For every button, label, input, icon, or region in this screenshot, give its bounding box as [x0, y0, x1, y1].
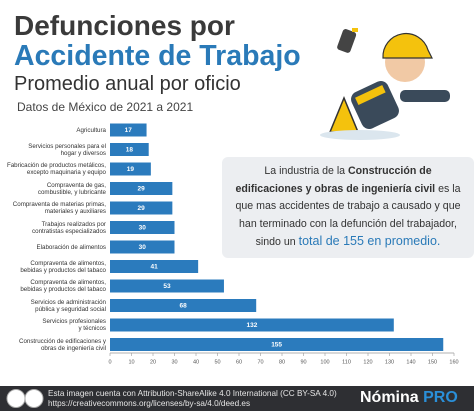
- license-url[interactable]: https://creativecommons.org/licenses/by-…: [48, 399, 251, 408]
- value-label: 132: [246, 322, 257, 329]
- bar: [110, 240, 175, 254]
- bar: [110, 182, 173, 195]
- value-label: 19: [127, 166, 135, 173]
- x-tick-label: 60: [236, 359, 242, 365]
- value-label: 155: [271, 342, 282, 349]
- bar: [110, 162, 151, 176]
- x-tick-label: 150: [428, 359, 437, 365]
- callout-text: La industria de la: [264, 165, 349, 177]
- callout-text: total de 155 en promedio.: [298, 234, 441, 248]
- category-label: Compraventa de alimentos, bebidas y prod…: [20, 259, 106, 274]
- x-tick-label: 10: [128, 359, 134, 365]
- subtitle: Promedio anual por oficio: [14, 73, 241, 95]
- value-label: 29: [138, 186, 146, 193]
- brand: Nómina PRO: [360, 389, 458, 407]
- x-tick-label: 130: [385, 359, 394, 365]
- category-label: Compraventa de gas, combustible, y lubri…: [37, 181, 106, 196]
- bar: [110, 123, 147, 137]
- x-tick-label: 0: [108, 359, 111, 365]
- category-label: Construcción de edificaciones y obras de…: [18, 337, 106, 352]
- category-label: Servicios profesionales y técnicos: [42, 318, 106, 332]
- value-label: 17: [125, 127, 133, 134]
- x-tick-label: 110: [342, 359, 351, 365]
- bar: [110, 318, 394, 332]
- value-label: 30: [139, 225, 147, 232]
- category-label: Compraventa de materias primas, material…: [12, 201, 106, 215]
- x-tick-label: 20: [150, 359, 156, 365]
- category-label: Compraventa de alimentos, bebidas y prod…: [20, 279, 106, 293]
- bar: [110, 299, 257, 312]
- title-line-1: Defunciones por: [14, 10, 235, 41]
- category-label: Servicios personales para el hogar y div…: [28, 142, 106, 157]
- value-label: 29: [138, 205, 146, 212]
- x-tick-label: 100: [320, 359, 329, 365]
- value-label: 68: [179, 303, 187, 310]
- x-tick-label: 80: [279, 359, 285, 365]
- bar: [110, 260, 199, 273]
- x-tick-label: 120: [363, 359, 372, 365]
- cc-icon: [6, 389, 44, 408]
- title-line-2: Accidente de Trabajo: [14, 40, 301, 72]
- bar: [110, 201, 173, 215]
- value-label: 53: [163, 283, 171, 290]
- x-tick-label: 160: [449, 359, 458, 365]
- footer: Esta imagen cuenta con Attribution-Share…: [0, 386, 474, 411]
- category-label: Trabajos realizados por contratistas esp…: [32, 220, 106, 235]
- category-label: Servicios de administración pública y se…: [30, 298, 106, 313]
- source: Datos de México de 2021 a 2021: [17, 100, 194, 114]
- license: Esta imagen cuenta con Attribution-Share…: [48, 389, 337, 398]
- x-tick-label: 40: [193, 359, 199, 365]
- bar: [110, 338, 444, 351]
- callout-text: Construcción de edificaciones y obras de…: [235, 165, 436, 195]
- bar: [110, 143, 149, 156]
- x-tick-label: 140: [406, 359, 415, 365]
- callout-text: es la que mas accidentes de trabajo a ca…: [235, 182, 461, 249]
- callout: La industria de la Construcción de edifi…: [222, 157, 474, 258]
- bar: [110, 279, 224, 293]
- bar: [110, 221, 175, 234]
- category-label: Elaboración de alimentos: [36, 243, 106, 251]
- x-tick-label: 90: [300, 359, 306, 365]
- x-tick-label: 30: [171, 359, 177, 365]
- value-label: 30: [139, 244, 147, 251]
- category-label: Fabricación de productos metálicos, exce…: [6, 162, 106, 176]
- brand-accent: PRO: [423, 389, 458, 406]
- brand-main: Nómina: [360, 389, 419, 406]
- value-label: 41: [150, 264, 158, 271]
- category-label: Agricultura: [76, 126, 106, 134]
- value-label: 18: [126, 147, 134, 154]
- x-tick-label: 50: [214, 359, 220, 365]
- x-tick-label: 70: [257, 359, 263, 365]
- illustration: [320, 28, 450, 140]
